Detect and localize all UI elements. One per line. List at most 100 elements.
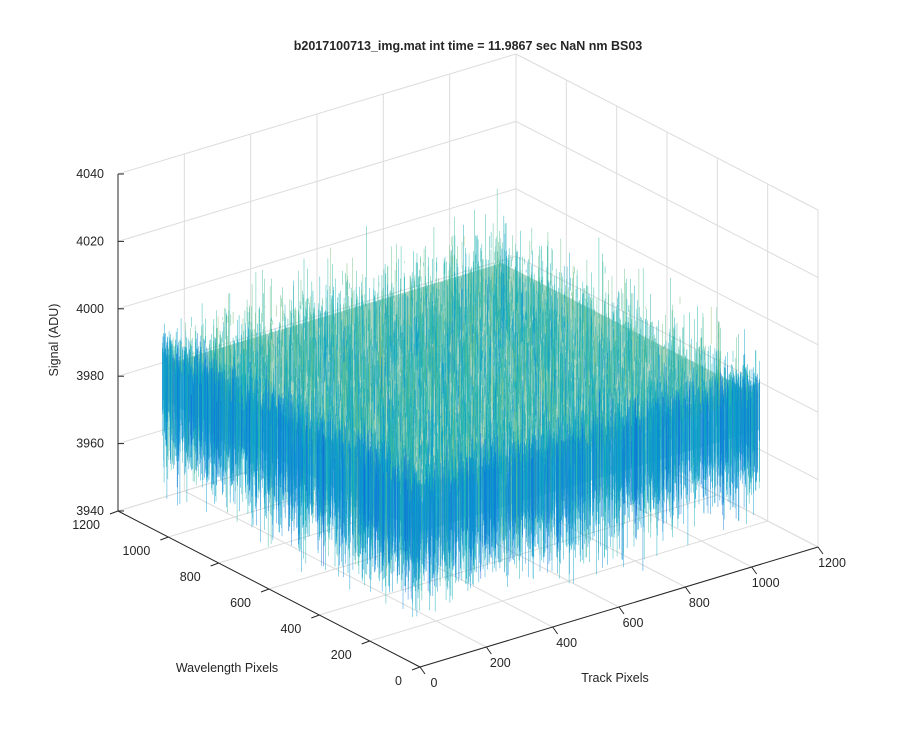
x-tick-label: 600 — [623, 616, 644, 630]
y-tick-label: 1000 — [123, 544, 151, 558]
surface-noise-stroke — [168, 243, 622, 502]
z-axis-label: Signal (ADU) — [47, 304, 61, 377]
z-tick-label: 3940 — [76, 504, 104, 518]
wall-grid-line — [515, 53, 819, 211]
surface-noise-stroke — [193, 368, 690, 552]
surface-noise-stroke — [271, 299, 664, 540]
surface-plot — [162, 188, 760, 617]
x-tick — [552, 626, 559, 635]
surface-noise-stroke — [520, 311, 614, 396]
surface-noise-stroke — [201, 385, 667, 553]
surface-noise-stroke — [217, 273, 552, 409]
axes — [109, 173, 824, 675]
wall-grid-line — [117, 188, 517, 310]
z-tick-label: 4020 — [76, 234, 104, 248]
tick-labels: 0 200 400 600 800 1000 1200 0 200 400 600 800 1000 12… — [72, 167, 846, 690]
surface-noise-stroke — [436, 299, 678, 518]
x-tick-label: 1200 — [818, 556, 846, 570]
surface-noise-stroke — [192, 374, 710, 573]
surface-noise-stroke — [194, 356, 758, 577]
surface-noise-stroke — [224, 322, 721, 557]
y-tick — [311, 614, 320, 619]
chart-title: b2017100713_img.mat int time = 11.9867 s… — [294, 39, 643, 53]
surface-noise-stroke — [276, 305, 544, 401]
surface-noise-stroke — [460, 344, 486, 397]
y-tick-label: 600 — [230, 596, 251, 610]
z-tick-label: 3960 — [76, 437, 104, 451]
surface-noise-stroke — [228, 293, 447, 459]
surface-noise-stroke — [213, 282, 626, 412]
x-tick — [618, 606, 625, 615]
surface-noise-stroke — [208, 333, 751, 568]
surface-noise-stroke — [307, 320, 392, 406]
y-tick — [160, 536, 169, 541]
surface-noise-stroke — [510, 343, 627, 532]
wall-grid-line — [117, 53, 517, 175]
surface-noise-stroke — [389, 374, 680, 418]
wall-grid-line — [515, 188, 819, 346]
x-tick-label: 0 — [431, 676, 438, 690]
surface-noise-stroke — [394, 255, 654, 436]
surface-noise-stroke — [190, 394, 419, 563]
z-tick-label: 4040 — [76, 167, 104, 181]
surface-noise-stroke — [173, 354, 625, 559]
y-tick-label: 0 — [395, 674, 402, 688]
x-tick-label: 800 — [689, 596, 710, 610]
wall-grid-line — [117, 120, 517, 242]
surface-noise-stroke — [369, 323, 471, 413]
x-tick-label: 400 — [556, 636, 577, 650]
x-tick — [817, 546, 824, 555]
x-tick — [751, 566, 758, 575]
surface-noise-stroke — [305, 391, 600, 526]
surface-noise-stroke — [371, 310, 721, 410]
surface-noise-stroke — [356, 296, 618, 434]
surface-noise-stroke — [316, 279, 664, 572]
surface-noise-stroke — [453, 433, 482, 579]
surface-noise-stroke — [249, 399, 563, 538]
x-axis-label: Track Pixels — [581, 671, 649, 685]
y-tick-label: 1200 — [72, 518, 100, 532]
surface-noise-stroke — [166, 345, 619, 586]
surface-noise-stroke — [428, 271, 590, 512]
surface-noise-stroke — [232, 365, 728, 574]
surface-noise-stroke — [475, 304, 516, 382]
surface-noise-stroke — [343, 321, 720, 454]
y-tick — [210, 562, 219, 567]
x-tick-label: 1000 — [752, 576, 780, 590]
y-tick — [109, 510, 119, 515]
surface-noise-stroke — [280, 397, 709, 577]
y-tick — [411, 666, 421, 671]
surface-noise-stroke — [361, 289, 550, 443]
surface-noise-stroke — [553, 355, 662, 396]
surface-noise-stroke — [243, 358, 566, 535]
y-tick-label: 400 — [280, 622, 301, 636]
y-tick-label: 800 — [180, 570, 201, 584]
x-tick — [419, 666, 426, 675]
surface-noise-stroke — [282, 301, 464, 332]
surface-noise-stroke — [325, 266, 757, 468]
surface-noise-stroke — [191, 395, 636, 539]
surface-noise-stroke — [283, 379, 750, 552]
y-tick-label: 200 — [331, 648, 352, 662]
surface-noise-stroke — [242, 367, 711, 508]
surface-noise-stroke — [261, 372, 758, 566]
y-tick — [361, 640, 370, 645]
surface-noise-stroke — [281, 298, 552, 493]
x-tick — [684, 586, 691, 595]
surface-noise-stroke — [278, 397, 607, 557]
z-tick-label: 3980 — [76, 369, 104, 383]
surface-noise-stroke — [197, 333, 682, 565]
wall-grid-line — [515, 120, 819, 278]
z-tick-label: 4000 — [76, 302, 104, 316]
surface-noise-stroke — [407, 385, 755, 541]
surface-noise-stroke — [232, 280, 609, 422]
surface-noise-stroke — [210, 344, 498, 497]
surface-noise-stroke — [195, 285, 553, 447]
surface-noise-stroke — [190, 231, 609, 475]
surface-noise-stroke — [313, 318, 700, 464]
surface-noise-stroke — [280, 241, 531, 400]
surface-noise-stroke — [443, 313, 596, 399]
surface-noise-stroke — [302, 287, 595, 417]
surface-noise-stroke — [219, 262, 711, 537]
